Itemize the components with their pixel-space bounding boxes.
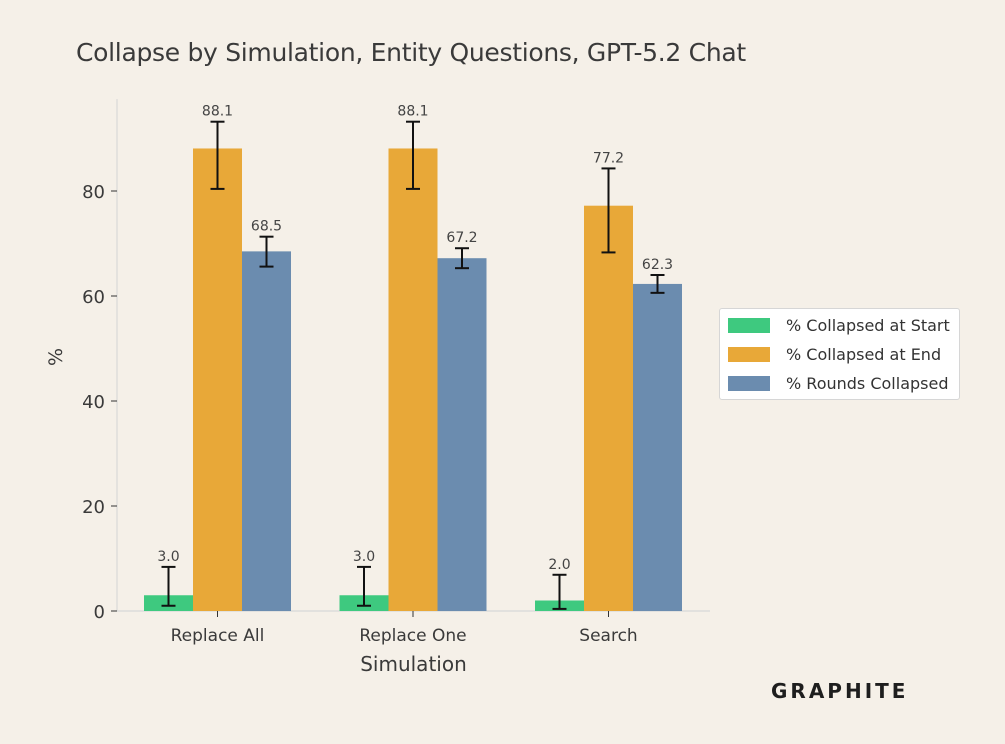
legend-label-rounds-collapsed: % Rounds Collapsed: [786, 373, 949, 393]
bar: [633, 283, 682, 611]
x-tick-label: Search: [579, 626, 637, 646]
bar: [242, 251, 291, 611]
legend-item-collapsed-start: % Collapsed at Start: [728, 315, 950, 335]
y-tick-label: 40: [82, 392, 105, 413]
legend-label-collapsed-end: % Collapsed at End: [786, 344, 942, 364]
y-tick-label: 60: [82, 287, 105, 308]
data-label: 3.0: [157, 549, 179, 565]
data-label: 62.3: [642, 257, 673, 273]
bar: [584, 205, 633, 611]
legend-swatch-collapsed-end: [728, 346, 770, 362]
x-tick-label: Replace One: [359, 626, 466, 646]
bar: [437, 258, 487, 611]
legend-item-collapsed-end: % Collapsed at End: [728, 344, 941, 364]
y-tick-label: 80: [82, 182, 105, 203]
data-label: 3.0: [353, 549, 375, 565]
y-axis-label: %: [45, 348, 67, 366]
bar: [388, 148, 438, 611]
chart-title: Collapse by Simulation, Entity Questions…: [76, 38, 746, 67]
data-label: 88.1: [397, 104, 428, 120]
brand-logo: GRAPHITE: [771, 679, 909, 703]
x-axis-label: Simulation: [360, 652, 467, 676]
data-label: 88.1: [202, 104, 233, 120]
y-tick-label: 20: [82, 497, 105, 518]
legend-swatch-rounds-collapsed: [728, 375, 770, 391]
legend-label-collapsed-start: % Collapsed at Start: [786, 315, 950, 335]
data-label: 67.2: [446, 230, 477, 246]
legend: % Collapsed at Start % Collapsed at End …: [719, 308, 960, 400]
bar: [193, 148, 242, 611]
y-tick-label: 0: [94, 602, 105, 623]
data-label: 2.0: [548, 557, 570, 573]
legend-swatch-collapsed-start: [728, 317, 770, 333]
data-label: 77.2: [593, 150, 624, 166]
x-tick-label: Replace All: [171, 626, 265, 646]
data-label: 68.5: [251, 219, 282, 235]
legend-item-rounds-collapsed: % Rounds Collapsed: [728, 373, 948, 393]
